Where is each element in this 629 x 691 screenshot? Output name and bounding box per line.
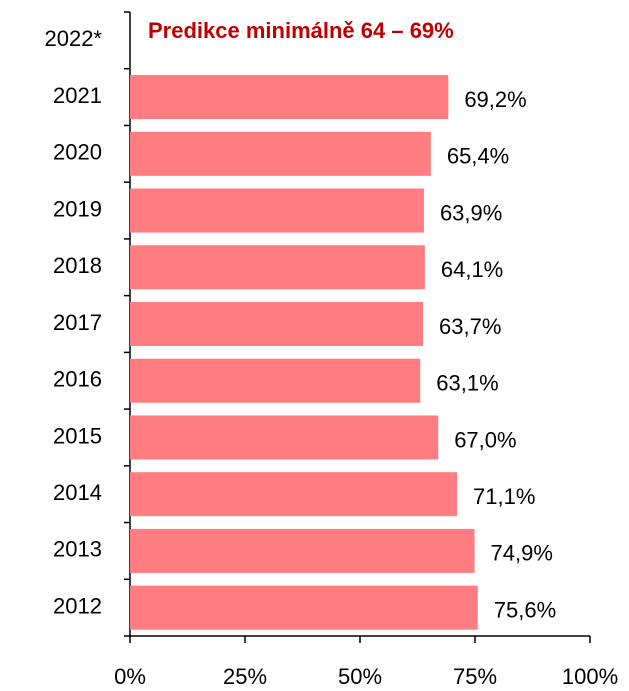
x-tick-label: 25% (223, 664, 267, 689)
value-label: 75,6% (494, 597, 556, 622)
y-tick-label: 2019 (53, 196, 102, 221)
y-tick-label: 2015 (53, 423, 102, 448)
bar (130, 245, 425, 290)
value-label: 74,9% (491, 541, 553, 566)
bar (130, 188, 424, 233)
bar (130, 585, 478, 630)
bar (130, 302, 424, 346)
y-tick-label: 2016 (53, 367, 102, 392)
x-tick-label: 50% (338, 664, 382, 689)
y-tick-label: 2017 (53, 310, 102, 335)
bar (130, 472, 458, 517)
bar (130, 528, 475, 573)
y-tick-label: 2020 (53, 140, 102, 165)
value-label: 63,7% (439, 314, 501, 339)
x-tick-label: 100% (562, 664, 618, 689)
y-tick-label: 2014 (53, 480, 102, 505)
x-tick-label: 0% (114, 664, 146, 689)
annotation: Predikce minimálně 64 – 69% (148, 18, 454, 43)
value-label: 64,1% (441, 257, 503, 282)
bar (130, 415, 439, 460)
bar (130, 75, 449, 120)
value-label: 71,1% (473, 484, 535, 509)
value-label: 65,4% (447, 144, 509, 169)
value-label: 63,1% (436, 371, 498, 396)
value-label: 67,0% (454, 427, 516, 452)
value-label: 69,2% (464, 87, 526, 112)
y-tick-label: 2021 (53, 83, 102, 108)
x-tick-label: 75% (453, 664, 497, 689)
y-tick-label: 2018 (53, 253, 102, 278)
bar (130, 358, 421, 403)
value-label: 63,9% (440, 200, 502, 225)
y-tick-label: 2022* (44, 26, 102, 51)
bar (130, 131, 431, 176)
y-tick-label: 2012 (53, 593, 102, 618)
y-tick-label: 2013 (53, 537, 102, 562)
